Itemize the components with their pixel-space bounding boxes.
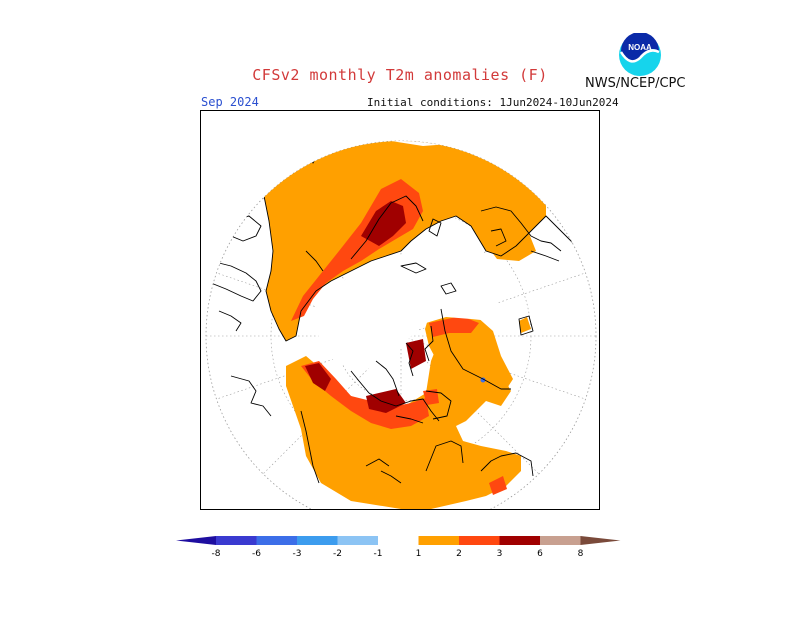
colorbar-arrow-low <box>176 536 216 545</box>
colorbar: -8 -6 -3 -2 -1 1 2 3 6 8 <box>176 536 621 559</box>
colorbar-tick-label: -6 <box>252 549 261 559</box>
anomaly-darkred-alaska <box>305 363 331 391</box>
colorbar-tick-label: -3 <box>293 549 302 559</box>
colorbar-tick-label: 3 <box>497 549 503 559</box>
anomaly-red-north-america <box>301 361 429 429</box>
colorbar-bin <box>256 536 297 545</box>
colorbar-bin <box>297 536 338 545</box>
colorbar-bin <box>216 536 257 545</box>
polar-map <box>200 110 600 510</box>
colorbar-tick-label: -2 <box>333 549 342 559</box>
colorbar-tick-label: -1 <box>374 549 383 559</box>
colorbar-bin <box>378 536 419 545</box>
colorbar-bin <box>499 536 540 545</box>
initial-conditions: Initial conditions: 1Jun2024-10Jun2024 <box>367 96 619 109</box>
colorbar-tick-label: 1 <box>416 549 422 559</box>
colorbar-tick-label: 8 <box>578 549 584 559</box>
colorbar-bin <box>459 536 500 545</box>
noaa-logo-text: NOAA <box>628 43 652 52</box>
colorbar-arrow-high <box>580 536 621 545</box>
colorbar-bin <box>540 536 581 545</box>
colorbar-tick-label: 2 <box>456 549 462 559</box>
colorbar-tick-label: -8 <box>212 549 221 559</box>
colorbar-bin <box>418 536 459 545</box>
colorbar-bin <box>337 536 378 545</box>
chart-title: CFSv2 monthly T2m anomalies (F) <box>252 66 548 84</box>
anomaly-darkred-siberia <box>361 201 406 246</box>
anomaly-darkred-canada <box>366 389 406 413</box>
agency-label: NWS/NCEP/CPC <box>585 76 686 91</box>
forecast-month: Sep 2024 <box>201 95 259 109</box>
polar-map-canvas <box>205 140 597 509</box>
noaa-logo-icon: NOAA <box>619 33 661 76</box>
colorbar-tick-label: 6 <box>537 549 543 559</box>
